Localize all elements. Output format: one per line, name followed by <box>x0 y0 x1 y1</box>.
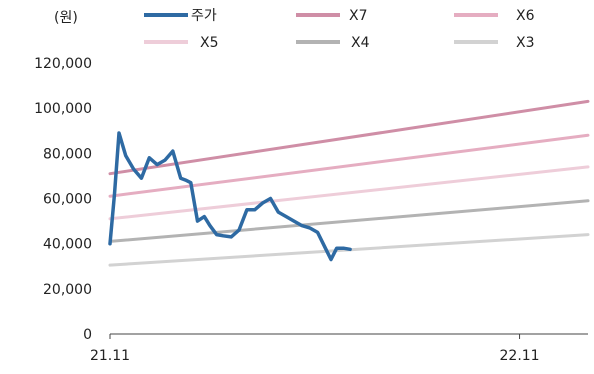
y-tick-label: 60,000 <box>43 192 92 208</box>
legend-label: X5 <box>200 35 219 51</box>
y-tick-label: 80,000 <box>43 146 92 162</box>
legend-label: X6 <box>516 8 535 24</box>
legend-label: X4 <box>351 35 370 51</box>
legend-label: 주가 <box>191 8 217 24</box>
unit-label: (원) <box>54 10 78 26</box>
series-line-X4 <box>108 199 590 243</box>
series-lines <box>108 99 590 267</box>
y-tick-label: 20,000 <box>43 282 92 298</box>
y-tick-label: 0 <box>83 327 92 343</box>
x-tick-label: 22.11 <box>500 348 540 364</box>
series-line-X7 <box>108 99 590 176</box>
legend-label: X3 <box>516 35 535 51</box>
y-tick-label: 120,000 <box>34 56 92 72</box>
y-tick-label: 100,000 <box>34 101 92 117</box>
y-axis-ticks: 0 20,000 40,000 60,000 80,000 100,000 120,000 <box>34 56 92 343</box>
series-line-X5 <box>108 165 590 221</box>
legend: 주가 X7 X6 X5 X4 X3 <box>144 8 535 51</box>
x-axis-ticks: 21.11 22.11 <box>90 334 540 364</box>
legend-label: X7 <box>349 8 368 24</box>
y-tick-label: 40,000 <box>43 237 92 253</box>
series-line-주가 <box>108 131 352 262</box>
x-tick-label: 21.11 <box>90 348 130 364</box>
series-line-X6 <box>108 133 590 198</box>
